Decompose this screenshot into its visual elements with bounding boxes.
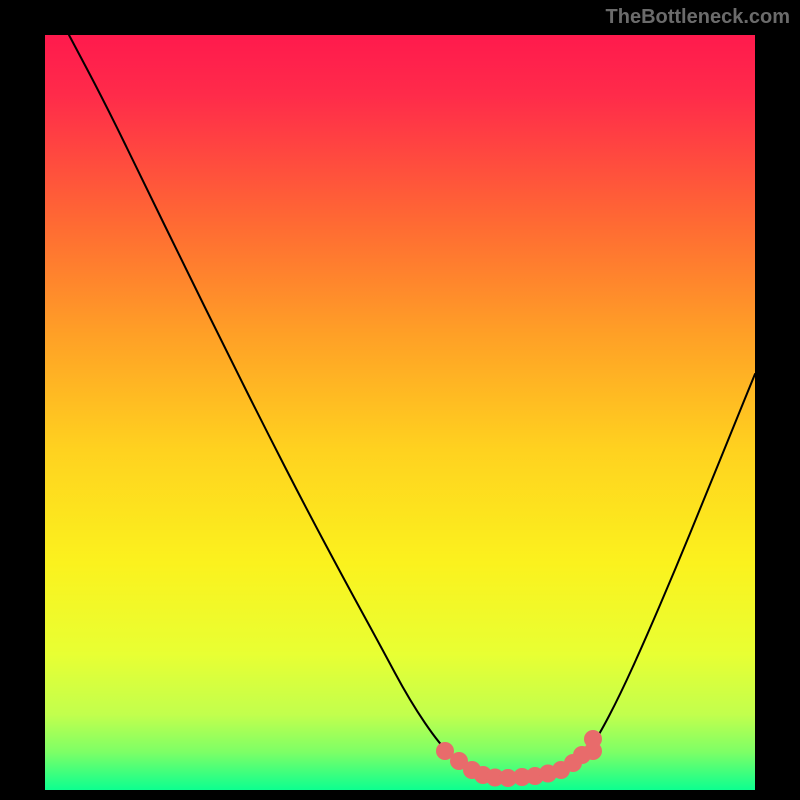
marker-dot — [584, 742, 602, 760]
watermark-text: TheBottleneck.com — [606, 6, 790, 29]
chart-background — [45, 35, 755, 790]
chart-svg — [45, 35, 755, 790]
chart-plot-area — [45, 35, 755, 790]
